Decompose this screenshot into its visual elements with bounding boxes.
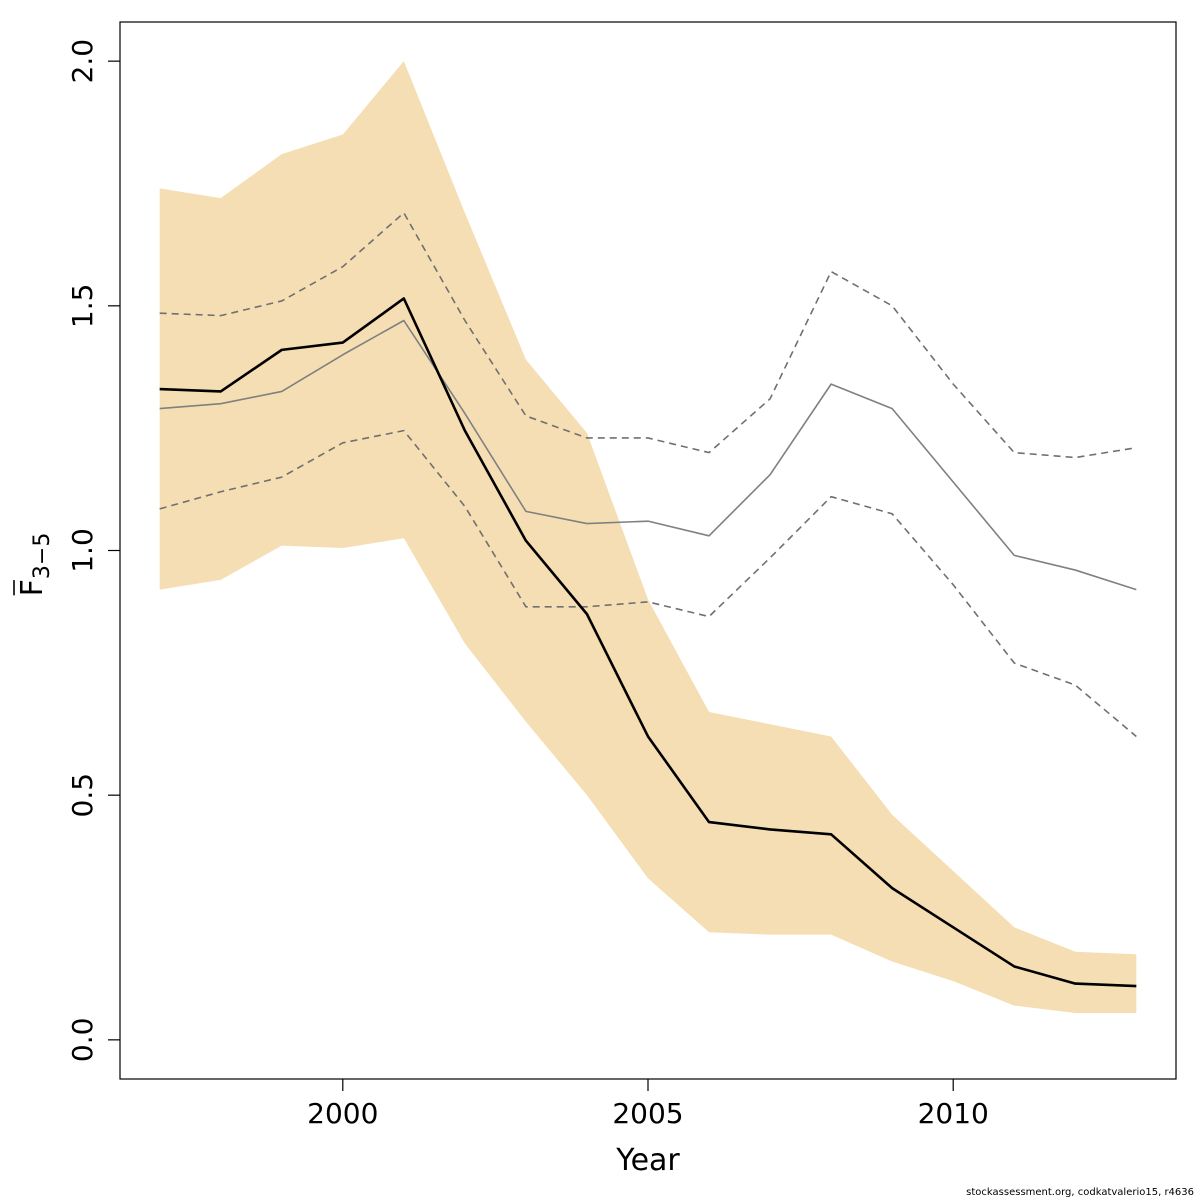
y-axis-title-main: F — [15, 579, 50, 596]
y-axis: 0.0 0.5 1.0 1.5 2.0 — [66, 39, 120, 1062]
x-tick-label-2005: 2005 — [612, 1097, 683, 1130]
series-line-grey-dashed-upper — [159, 212, 1137, 459]
y-axis-title-subscript: 3−5 — [30, 533, 55, 579]
confidence-band-layer — [159, 61, 1137, 1013]
x-tick-label-2000: 2000 — [307, 1097, 378, 1130]
y-tick-label-1.0: 1.0 — [66, 528, 99, 573]
series-line-grey-solid — [159, 319, 1137, 591]
y-tick-label-0.5: 0.5 — [66, 773, 99, 818]
x-axis-title: Year — [615, 1143, 680, 1178]
svg-text:F3−5: F3−5 — [15, 533, 55, 597]
y-tick-label-2.0: 2.0 — [66, 39, 99, 84]
series-line-grey-dashed-lower — [159, 429, 1137, 738]
x-tick-label-2010: 2010 — [918, 1097, 989, 1130]
series-lines-layer — [159, 212, 1137, 988]
y-tick-label-1.5: 1.5 — [66, 284, 99, 329]
y-axis-title: F3−5 — [13, 533, 55, 597]
footer-credit: stockassessment.org, codkatvalerio15, r4… — [966, 1187, 1194, 1198]
x-axis: 2000 2005 2010 — [307, 1079, 989, 1130]
confidence-band — [159, 61, 1137, 1013]
y-tick-label-0.0: 0.0 — [66, 1018, 99, 1063]
series-line-black-solid — [159, 297, 1137, 988]
